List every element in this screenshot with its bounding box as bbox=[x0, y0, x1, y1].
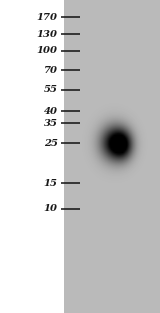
Bar bbox=[64, 0, 160, 313]
Text: 55: 55 bbox=[44, 85, 58, 94]
Text: 10: 10 bbox=[44, 204, 58, 213]
Text: 25: 25 bbox=[44, 139, 58, 147]
Bar bbox=[0, 0, 64, 313]
Text: 70: 70 bbox=[44, 66, 58, 75]
Text: 40: 40 bbox=[44, 107, 58, 115]
Text: 15: 15 bbox=[44, 179, 58, 187]
Text: 170: 170 bbox=[37, 13, 58, 22]
Text: 100: 100 bbox=[37, 46, 58, 55]
Text: 35: 35 bbox=[44, 119, 58, 127]
Text: 130: 130 bbox=[37, 30, 58, 39]
